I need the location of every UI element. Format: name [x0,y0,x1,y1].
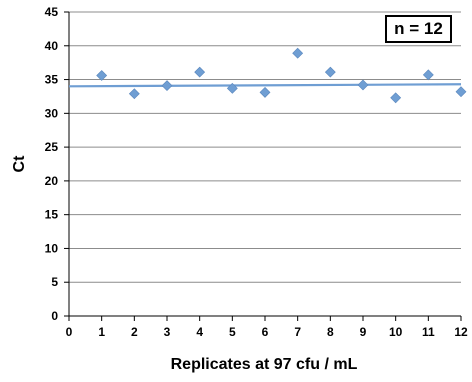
data-point [96,70,108,81]
grid-layer [69,11,461,283]
data-point [128,88,140,100]
x-tick-label: 1 [98,325,105,339]
x-tick-label: 7 [294,325,301,339]
y-tick-label: 20 [45,174,59,188]
y-tick-label: 40 [45,39,59,53]
x-tick-label: 5 [229,325,236,339]
y-tick-label: 35 [45,73,59,87]
y-tick-label: 30 [45,106,59,120]
x-tick-label: 0 [66,325,73,339]
data-point [390,92,402,104]
x-tick-label: 2 [131,325,138,339]
trendline-layer [68,83,462,88]
data-point [259,86,271,98]
points-layer [96,47,467,104]
x-tick-label: 10 [389,325,403,339]
data-point [226,82,238,94]
y-tick-label: 10 [45,241,59,255]
y-tick-label: 45 [45,5,59,19]
label-layer: Replicates at 97 cfu / mL Ct [11,155,358,373]
y-tick-label: 5 [51,275,58,289]
x-tick-label: 11 [422,325,435,339]
data-point [292,47,304,59]
data-point [194,66,206,78]
x-tick-label: 3 [164,325,171,339]
sample-size-annotation: n = 12 [385,15,452,43]
y-tick-label: 15 [45,208,59,222]
data-point [324,66,336,78]
y-tick-label: 25 [45,140,59,154]
y-axis-title: Ct [11,155,28,173]
x-axis-title: Replicates at 97 cfu / mL [171,356,358,373]
y-tick-label: 0 [51,309,58,323]
x-tick-label: 8 [327,325,334,339]
x-tick-label: 12 [454,325,468,339]
x-tick-label: 9 [360,325,367,339]
data-point [422,69,434,81]
data-point [161,80,173,92]
x-tick-label: 6 [262,325,269,339]
data-point [357,79,369,91]
data-point [455,86,467,98]
x-tick-label: 4 [196,325,203,339]
trendline [68,83,462,88]
